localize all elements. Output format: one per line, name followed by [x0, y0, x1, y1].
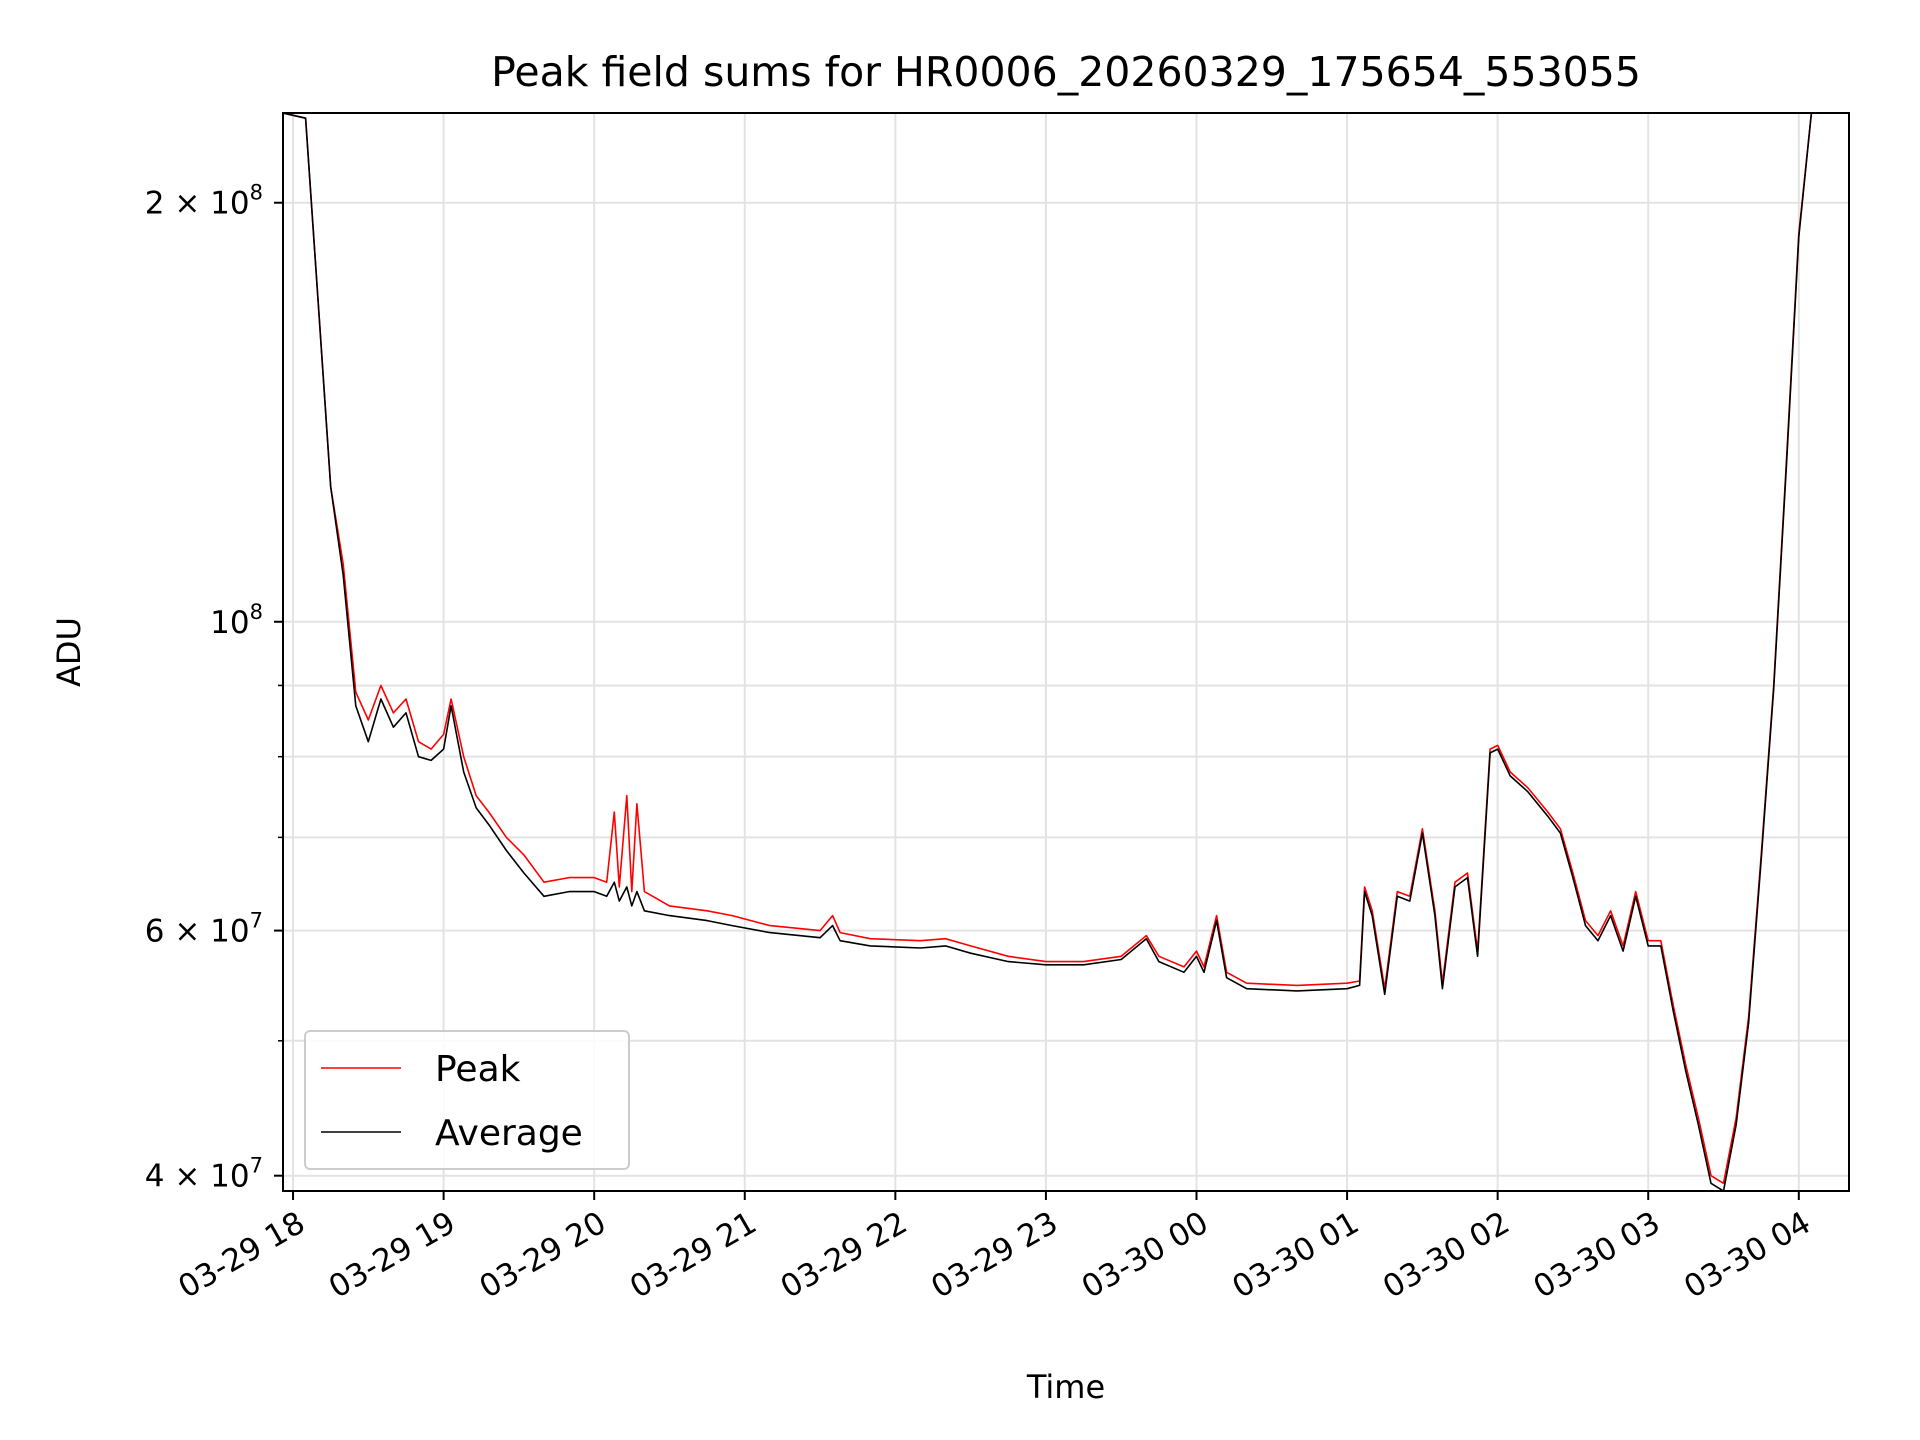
- x-axis-label: Time: [1026, 1368, 1105, 1406]
- legend-label-average: Average: [435, 1113, 583, 1154]
- grid: [283, 113, 1849, 1191]
- y-tick-label: 4 × 107: [145, 1154, 263, 1195]
- y-axis-label: ADU: [50, 617, 88, 687]
- y-tick-label: 6 × 107: [145, 909, 263, 950]
- plot-frame: [282, 112, 1850, 1192]
- series-line-peak: [283, 113, 1849, 1185]
- legend-label-peak: Peak: [435, 1049, 521, 1090]
- legend-box: [304, 1030, 630, 1170]
- y-axis: 4 × 107 6 × 107 108 2 × 108: [145, 181, 283, 1195]
- legend: Peak Average: [304, 1030, 630, 1170]
- series-group: [283, 113, 1849, 1191]
- y-tick-label: 2 × 108: [145, 181, 263, 222]
- chart-title: Peak field sums for HR0006_20260329_1756…: [491, 48, 1641, 96]
- series-line-average: [283, 113, 1849, 1191]
- y-tick-label: 108: [210, 600, 263, 641]
